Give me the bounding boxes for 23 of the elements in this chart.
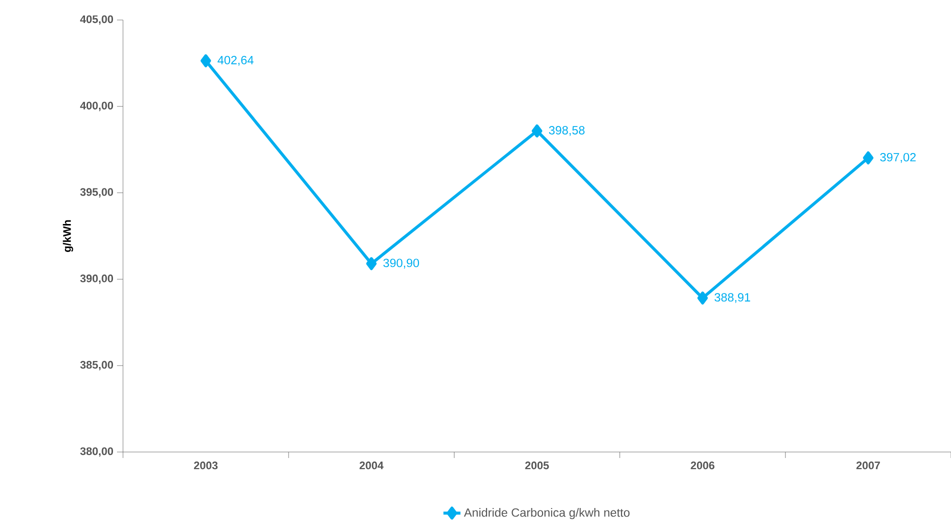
point xyxy=(366,257,377,270)
legend-label: Anidride Carbonica g/kwh netto xyxy=(464,508,630,520)
y-tick-label: 390,00 xyxy=(80,274,114,284)
data-label: 402,64 xyxy=(218,56,254,66)
data-label: 398,58 xyxy=(548,126,585,136)
x-tick-label: 2003 xyxy=(194,462,218,470)
data-label: 397,02 xyxy=(880,152,916,163)
data-label: 388,91 xyxy=(714,293,750,303)
y-tick-label: 400,00 xyxy=(80,102,114,112)
x-tick-label: 2004 xyxy=(360,462,384,470)
y-axis-title: g/kWh xyxy=(62,220,74,252)
point xyxy=(200,54,212,68)
x-tick-label: 2007 xyxy=(856,462,880,470)
x-tick-label: 2005 xyxy=(525,462,549,470)
data-label: 390,90 xyxy=(383,258,420,269)
point xyxy=(862,151,874,164)
y-tick-label: 380,00 xyxy=(80,447,114,457)
y-tick-label: 385,00 xyxy=(80,360,114,370)
point xyxy=(532,124,542,138)
y-tick-label: 395,00 xyxy=(80,188,114,198)
y-tick-label: 405,00 xyxy=(80,15,114,25)
x-tick-label: 2006 xyxy=(690,462,714,470)
point xyxy=(697,292,708,305)
